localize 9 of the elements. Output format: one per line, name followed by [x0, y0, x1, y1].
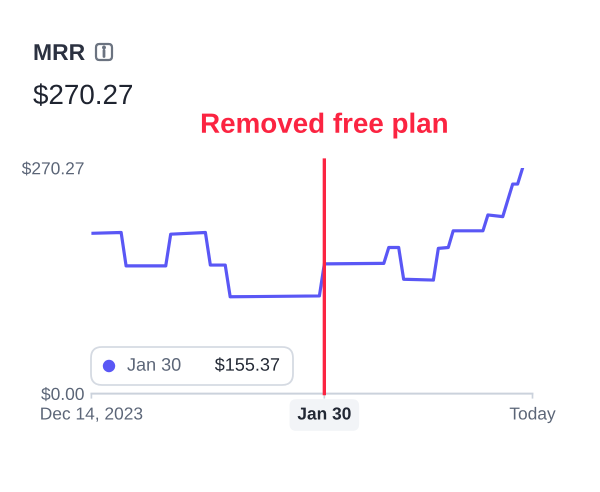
- annotation: Jan 30: [127, 358, 181, 371]
- ref-line-label: Removed free plan: [202, 112, 447, 138]
- line-series: [91, 168, 524, 298]
- x-tick-label: Dec 14, 2023: [41, 407, 142, 422]
- chart-title: MRR: [34, 44, 85, 60]
- y-tick-label: $0.00: [41, 387, 84, 402]
- x-tick-label: Jan 30: [298, 407, 351, 420]
- x-tick-label: Today: [510, 406, 556, 424]
- annotation: $155.37: [214, 357, 280, 372]
